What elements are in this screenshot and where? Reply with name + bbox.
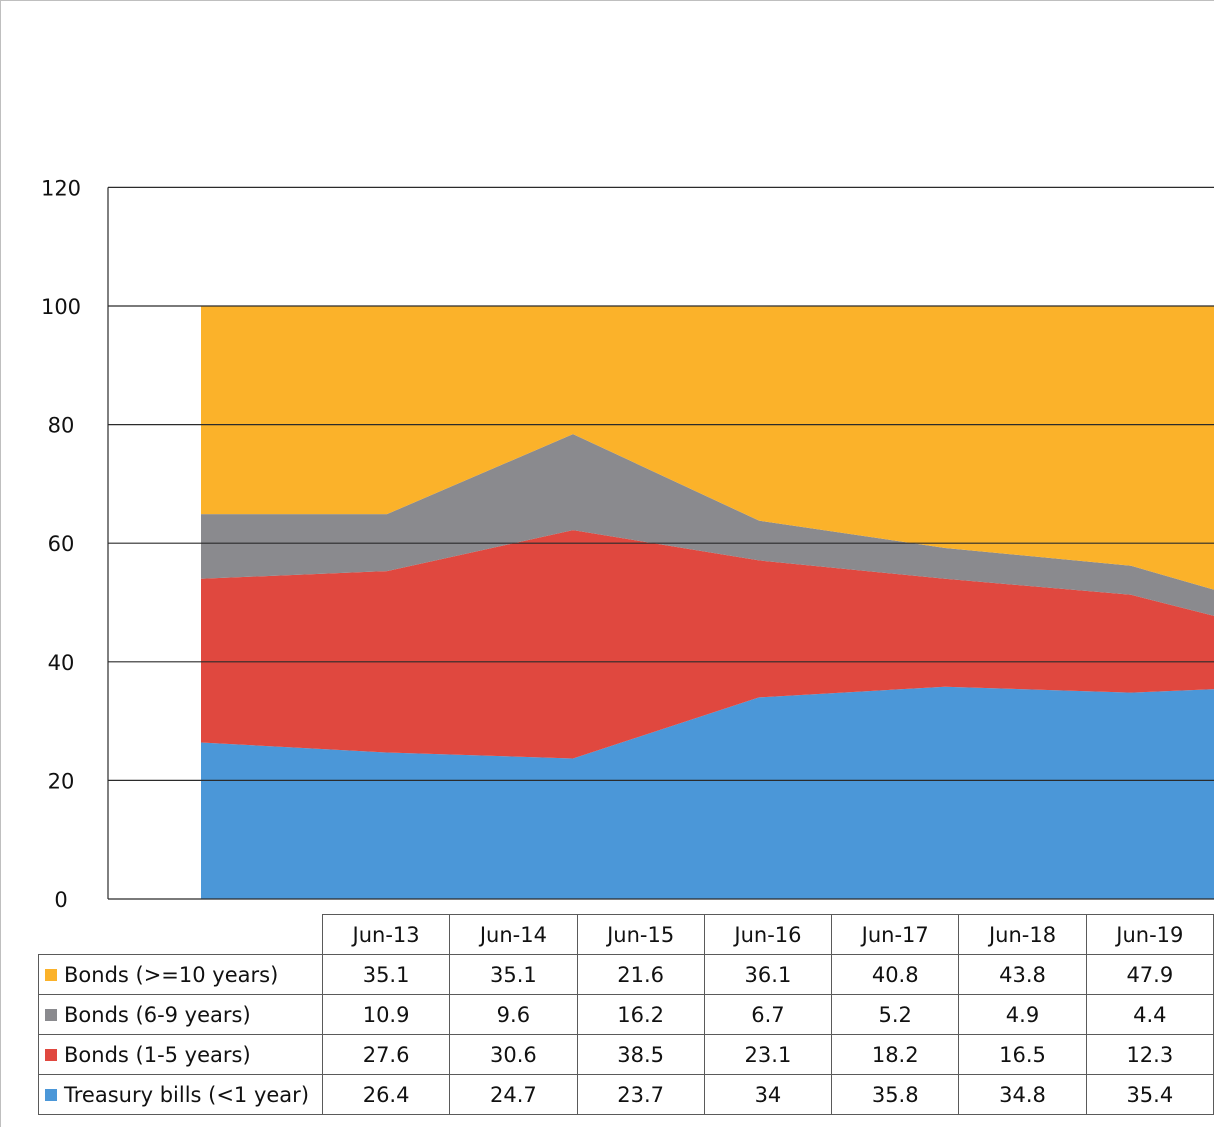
legend-label: Bonds (>=10 years) xyxy=(64,962,279,987)
data-label: 5.2 xyxy=(831,994,960,1035)
x-tick-label: Jun-15 xyxy=(576,914,705,955)
table-row: Treasury bills (<1 year) 26.4 24.7 23.7 34 35… xyxy=(38,1074,1214,1115)
data-label: 34.8 xyxy=(958,1074,1087,1115)
y-tick-label-100: 100 xyxy=(41,295,81,319)
data-label: 6.7 xyxy=(703,994,833,1035)
legend-label: Bonds (1-5 years) xyxy=(64,1042,251,1067)
data-label: 47.9 xyxy=(1085,954,1214,995)
data-label: 4.9 xyxy=(958,994,1087,1035)
gridlines xyxy=(108,186,1214,782)
data-label: 23.7 xyxy=(576,1074,705,1115)
legend-swatch xyxy=(45,1048,57,1061)
table-corner xyxy=(38,914,323,955)
table-header-row: Jun-13 Jun-14 Jun-15 Jun-16 Jun-17 Jun-18 Jun-… xyxy=(38,914,1214,955)
data-label: 38.5 xyxy=(576,1034,705,1075)
area-bonds-10-years xyxy=(201,306,1214,590)
area-bonds-1-5-years xyxy=(201,530,1214,759)
data-table: Jun-13 Jun-14 Jun-15 Jun-16 Jun-17 Jun-18 Jun-… xyxy=(38,914,1214,1115)
data-label: 16.2 xyxy=(576,994,705,1035)
y-tick-label-40: 40 xyxy=(48,651,75,675)
data-label: 18.2 xyxy=(831,1034,960,1075)
area-treasury-bills-1-year xyxy=(201,686,1214,899)
data-label: 34 xyxy=(703,1074,833,1115)
y-tick-labels: 0 20 40 60 80 100 120 xyxy=(41,176,81,912)
x-tick-label: Jun-19 xyxy=(1085,914,1214,955)
y-tick-label-0: 0 xyxy=(54,888,67,912)
data-label: 35.1 xyxy=(449,954,578,995)
stacked-area-chart: 0 20 40 60 80 100 120 xyxy=(41,176,1214,912)
x-tick-label: Jun-17 xyxy=(831,914,960,955)
data-label: 40.8 xyxy=(831,954,960,995)
x-tick-label: Jun-13 xyxy=(321,914,451,955)
data-label: 35.4 xyxy=(1085,1074,1214,1115)
x-tick-label: Jun-16 xyxy=(703,914,833,955)
legend-entry: Bonds (>=10 years) xyxy=(38,954,323,995)
y-tick-label-80: 80 xyxy=(48,414,75,438)
legend-entry: Treasury bills (<1 year) xyxy=(38,1074,323,1115)
y-tick-label-120: 120 xyxy=(41,176,81,200)
table-row: Bonds (>=10 years) 35.1 35.1 21.6 36.1 40.8 43… xyxy=(38,954,1214,995)
area-layer xyxy=(201,306,1214,899)
data-label: 10.9 xyxy=(321,994,451,1035)
data-label: 43.8 xyxy=(958,954,1087,995)
data-label: 36.1 xyxy=(703,954,833,995)
data-label: 16.5 xyxy=(958,1034,1087,1075)
data-label: 9.6 xyxy=(449,994,578,1035)
legend-label: Treasury bills (<1 year) xyxy=(64,1082,310,1107)
legend-swatch xyxy=(45,1088,57,1101)
y-tick-label-60: 60 xyxy=(48,532,75,556)
data-label: 4.4 xyxy=(1085,994,1214,1035)
legend-label: Bonds (6-9 years) xyxy=(64,1002,251,1027)
data-label: 12.3 xyxy=(1085,1034,1214,1075)
table-row: Bonds (1-5 years) 27.6 30.6 38.5 23.1 18.2 16.… xyxy=(38,1034,1214,1075)
x-tick-label: Jun-18 xyxy=(958,914,1087,955)
x-tick-label: Jun-14 xyxy=(449,914,578,955)
table-row: Bonds (6-9 years) 10.9 9.6 16.2 6.7 5.2 4.9 4.4 xyxy=(38,994,1214,1035)
y-tick-label-20: 20 xyxy=(48,769,75,793)
legend-entry: Bonds (1-5 years) xyxy=(38,1034,323,1075)
data-label: 24.7 xyxy=(449,1074,578,1115)
data-label: 35.8 xyxy=(831,1074,960,1115)
data-label: 30.6 xyxy=(449,1034,578,1075)
data-label: 26.4 xyxy=(321,1074,451,1115)
area-bonds-6-9-years xyxy=(201,434,1214,616)
legend-swatch xyxy=(45,1008,57,1021)
axes xyxy=(107,187,1214,900)
data-label: 23.1 xyxy=(703,1034,833,1075)
data-label: 21.6 xyxy=(576,954,705,995)
data-label: 35.1 xyxy=(321,954,451,995)
legend-entry: Bonds (6-9 years) xyxy=(38,994,323,1035)
legend-swatch xyxy=(45,968,57,981)
data-label: 27.6 xyxy=(321,1034,451,1075)
